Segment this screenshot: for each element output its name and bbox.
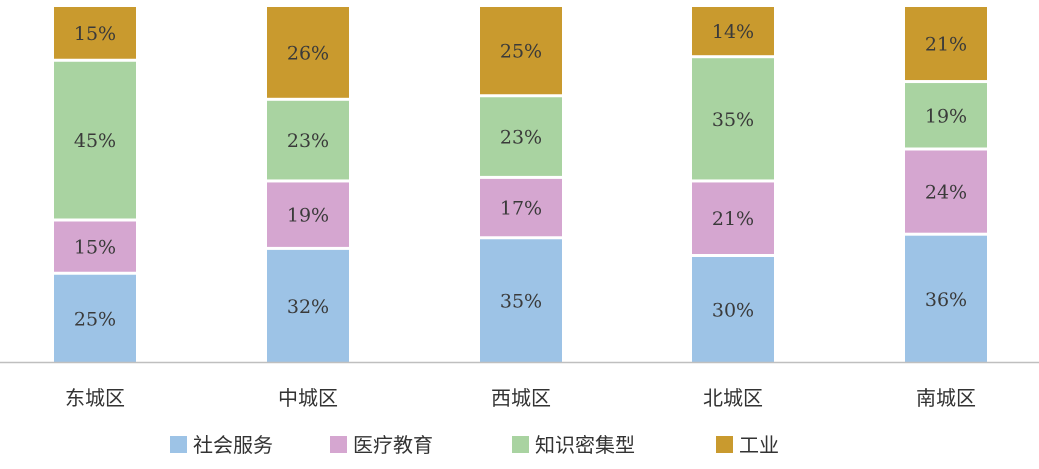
category-label-5: 南城区 (916, 386, 976, 410)
bar-segment-1-3 (54, 61, 136, 219)
bar-segment-2-3 (267, 100, 349, 180)
bars-layer: 25% 15% 45% 15% 32% 19% 23% 26% 35% 17% 23% 25% 30% 2… (54, 7, 987, 362)
data-label-4-3: 35% (712, 109, 754, 131)
bar-segment-3-1 (480, 239, 562, 362)
category-label-1: 东城区 (65, 386, 125, 410)
category-labels: 东城区 中城区 西城区 北城区 南城区 (65, 386, 976, 410)
bar-segment-1-4 (54, 7, 136, 59)
data-label-2-4: 26% (287, 42, 329, 64)
data-label-2-2: 19% (287, 205, 329, 227)
legend-swatch-3 (512, 436, 529, 453)
bar-segment-5-1 (905, 235, 987, 362)
data-label-3-3: 23% (500, 127, 542, 149)
legend-swatch-4 (716, 436, 733, 453)
data-label-3-1: 35% (500, 291, 542, 313)
legend-label-2: 医疗教育 (353, 433, 433, 457)
category-label-3: 西城区 (491, 386, 551, 410)
bar-segment-4-2 (692, 182, 774, 254)
data-label-2-3: 23% (287, 130, 329, 152)
bar-segment-3-2 (480, 178, 562, 237)
bar-segment-2-4 (267, 7, 349, 98)
data-label-5-2: 24% (925, 182, 967, 204)
data-label-5-1: 36% (925, 289, 967, 311)
category-label-4: 北城区 (703, 386, 763, 410)
data-label-4-1: 30% (712, 300, 754, 322)
data-label-5-3: 19% (925, 105, 967, 127)
legend: 社会服务 医疗教育 知识密集型 工业 (170, 433, 779, 457)
data-label-3-4: 25% (500, 41, 542, 63)
data-label-2-1: 32% (287, 296, 329, 318)
bar-segment-2-2 (267, 182, 349, 247)
bar-segment-1-2 (54, 221, 136, 272)
legend-swatch-1 (170, 436, 187, 453)
bar-segment-4-1 (692, 257, 774, 362)
data-label-4-2: 21% (712, 208, 754, 230)
data-label-5-4: 21% (925, 34, 967, 56)
data-label-1-4: 15% (74, 23, 116, 45)
data-label-4-4: 14% (712, 21, 754, 43)
bar-segment-5-3 (905, 83, 987, 148)
data-label-1-3: 45% (74, 130, 116, 152)
legend-label-3: 知识密集型 (535, 433, 635, 457)
bar-segment-4-3 (692, 58, 774, 180)
bar-segment-5-4 (905, 7, 987, 81)
bar-segment-3-4 (480, 7, 562, 95)
legend-swatch-2 (330, 436, 347, 453)
legend-label-1: 社会服务 (193, 433, 273, 457)
bar-segment-3-3 (480, 97, 562, 176)
legend-label-4: 工业 (739, 433, 779, 457)
bar-segment-2-1 (267, 249, 349, 362)
bar-segment-5-2 (905, 150, 987, 233)
data-label-3-2: 17% (500, 198, 542, 220)
bar-segment-1-1 (54, 274, 136, 362)
data-label-1-1: 25% (74, 308, 116, 330)
bar-segment-4-4 (692, 7, 774, 56)
data-label-1-2: 15% (74, 237, 116, 259)
category-label-2: 中城区 (278, 386, 338, 410)
